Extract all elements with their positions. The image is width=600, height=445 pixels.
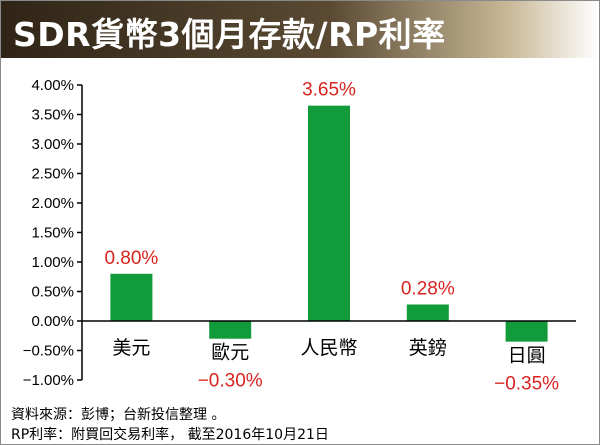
source-note: 資料來源：彭博；台新投信整理 。: [11, 407, 226, 423]
y-tick-label: 3.00%: [31, 136, 74, 153]
y-tick-label: 1.00%: [31, 254, 74, 271]
category-label: 英鎊: [409, 337, 447, 359]
y-tick-label: 4.00%: [31, 77, 74, 94]
bar: [209, 321, 252, 339]
category-label: 美元: [112, 337, 150, 359]
data-label: 0.80%: [104, 248, 158, 269]
category-label: 歐元: [211, 342, 249, 364]
y-tick-label: −0.50%: [23, 343, 74, 360]
title-banner: SDR貨幣3個月存款/RP利率: [1, 1, 599, 58]
y-tick-label: 3.50%: [31, 107, 74, 124]
rp-rate-note: RP利率：附買回交易利率， 截至2016年10月21日: [11, 427, 329, 443]
category-label: 日圓: [508, 345, 546, 367]
data-label: 0.28%: [401, 278, 455, 299]
y-tick-label: 1.50%: [31, 225, 74, 242]
y-tick-label: −1.00%: [23, 372, 74, 389]
category-label: 人民幣: [300, 337, 357, 359]
data-label: −0.30%: [198, 371, 263, 392]
bar: [110, 273, 153, 321]
y-tick-label: 2.50%: [31, 166, 74, 183]
y-tick-label: 2.00%: [31, 195, 74, 212]
data-label: 3.65%: [302, 80, 356, 101]
bar: [505, 321, 548, 342]
bar: [406, 304, 449, 321]
y-tick-label: 0.50%: [31, 284, 74, 301]
bar: [308, 105, 350, 322]
bar-chart: −1.00% −0.50% 0.00% 0.50% 1.00% 1.50% 2.00% 2.5…: [23, 77, 576, 395]
y-tick-label: 0.00%: [31, 313, 74, 330]
chart-title: SDR貨幣3個月存款/RP利率: [13, 15, 446, 54]
data-label: −0.35%: [494, 374, 559, 395]
